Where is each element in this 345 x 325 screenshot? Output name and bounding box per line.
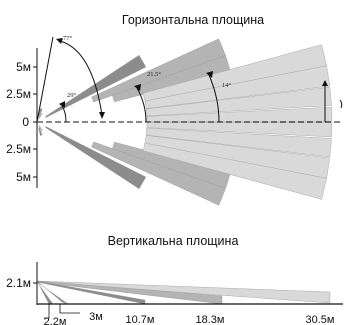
far-edge-mark (339, 99, 343, 109)
horizontal-beams (38, 38, 333, 206)
angle-arc-21-5 (136, 87, 147, 123)
angle-arc-14-arrowhead (206, 71, 213, 78)
y-label-0: 0 (22, 115, 29, 129)
angle-arc-21-5-arrowhead (134, 84, 141, 91)
distance-3m: 3м (89, 311, 103, 323)
horizontal-beam-13 (144, 135, 331, 179)
y-label-2-5m-top: 2.5м (6, 87, 31, 101)
angle-label-21-5: 21.5° (147, 71, 161, 78)
angle-arc-77 (59, 40, 103, 116)
y-label-2-5m-bottom: 2.5м (6, 142, 31, 156)
y-label-5m-top: 5м (16, 60, 31, 74)
horizontal-beam-15 (146, 127, 332, 158)
vertical-beam-0 (36, 280, 331, 304)
angle-arc-29-arrowhead (59, 101, 65, 108)
height-label: 2.1м (6, 276, 31, 290)
distance-2-2m: 2.2м (44, 316, 67, 325)
distance-18-3m: 18.3м (196, 314, 225, 325)
horizontal-beam-16 (146, 106, 333, 123)
angle-77-ray (36, 36, 54, 123)
leader-3m (59, 304, 80, 314)
horizontal-beam-17 (146, 121, 333, 138)
distance-10-7m: 10.7м (126, 314, 155, 325)
leader-2-2m (44, 304, 50, 319)
angle-arc-29 (61, 105, 67, 123)
vertical-plane-title: Вертикальна площина (108, 234, 239, 248)
horizontal-plane-title: Горизонтальна площина (122, 13, 264, 27)
horizontal-beam-5 (45, 126, 147, 190)
horizontal-beam-12 (144, 65, 331, 109)
distance-30-5m: 30.5м (306, 314, 335, 325)
horizontal-beam-2 (38, 112, 43, 119)
angle-arc-far-arrowhead (322, 80, 328, 86)
angle-arc-77-arrowhead (56, 38, 63, 44)
angle-label-29: 29° (67, 92, 77, 99)
vertical-beams (36, 280, 331, 305)
horizontal-beam-14 (146, 86, 332, 117)
angle-label-77: 77° (63, 35, 73, 42)
angle-arc-77-arrowhead-end (99, 112, 105, 119)
horizontal-beam-1 (38, 127, 43, 136)
horizontal-beam-3 (38, 125, 43, 132)
angle-arc-14 (208, 74, 220, 123)
angle-label-14: 14° (222, 82, 232, 89)
horizontal-beam-0 (38, 108, 43, 117)
y-label-5m-bottom: 5м (16, 170, 31, 184)
